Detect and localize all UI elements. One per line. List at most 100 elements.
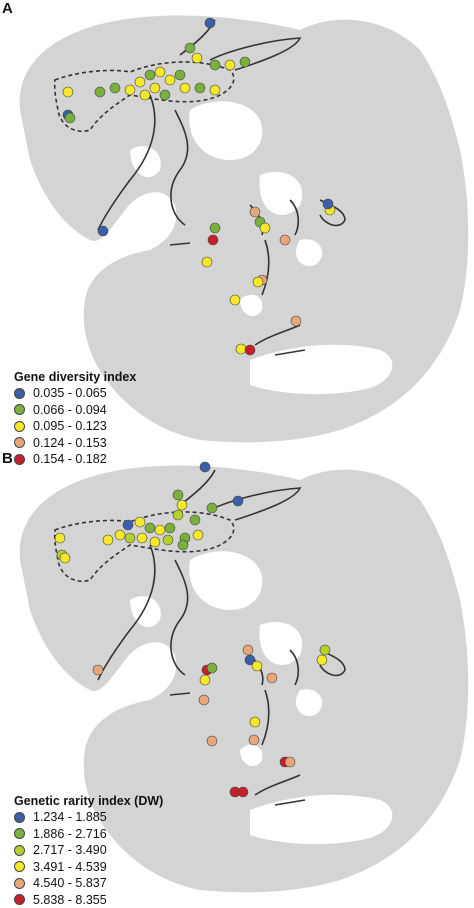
legend-label: 4.540 - 5.837 xyxy=(33,876,107,890)
legend-swatch xyxy=(14,878,25,889)
site-point xyxy=(150,83,160,93)
panel-a: A Gene diversity index 0.035 - 0.065 0.0… xyxy=(0,0,474,450)
legend-label: 1.234 - 1.885 xyxy=(33,810,107,824)
site-point xyxy=(145,523,155,533)
site-point xyxy=(178,540,188,550)
site-point xyxy=(103,535,113,545)
legend-swatch xyxy=(14,404,25,415)
site-point xyxy=(125,533,135,543)
site-point xyxy=(236,344,246,354)
site-point xyxy=(165,75,175,85)
site-point xyxy=(195,83,205,93)
site-point xyxy=(323,199,333,209)
legend-title: Gene diversity index xyxy=(14,370,136,384)
panel-b: B Genetic rarity index (DW) 1.234 - 1.88… xyxy=(0,450,474,900)
site-point xyxy=(135,77,145,87)
legend-label: 0.066 - 0.094 xyxy=(33,403,107,417)
site-point xyxy=(155,67,165,77)
site-point xyxy=(110,83,120,93)
legend-item: 0.124 - 0.153 xyxy=(14,435,136,452)
legend-swatch xyxy=(14,828,25,839)
site-point xyxy=(98,226,108,236)
legend-item: 0.035 - 0.065 xyxy=(14,385,136,402)
site-point xyxy=(210,85,220,95)
site-point xyxy=(55,533,65,543)
site-point xyxy=(135,517,145,527)
site-point xyxy=(208,235,218,245)
site-point xyxy=(115,530,125,540)
legend-swatch xyxy=(14,421,25,432)
legend-item: 0.095 - 0.123 xyxy=(14,418,136,435)
legend-label: 0.124 - 0.153 xyxy=(33,436,107,450)
site-point xyxy=(253,277,263,287)
legend-swatch xyxy=(14,845,25,856)
legend-swatch xyxy=(14,861,25,872)
site-point xyxy=(252,661,262,671)
site-point xyxy=(175,70,185,80)
site-point xyxy=(192,53,202,63)
site-point xyxy=(250,717,260,727)
site-point xyxy=(317,655,327,665)
site-point xyxy=(291,316,301,326)
site-point xyxy=(145,70,155,80)
site-point xyxy=(185,43,195,53)
site-point xyxy=(243,645,253,655)
site-point xyxy=(238,787,248,797)
site-point xyxy=(230,295,240,305)
site-point xyxy=(173,490,183,500)
site-point xyxy=(240,57,250,67)
site-point xyxy=(163,535,173,545)
site-point xyxy=(205,18,215,28)
site-point xyxy=(320,645,330,655)
site-point xyxy=(267,673,277,683)
site-point xyxy=(233,496,243,506)
legend-item: 4.540 - 5.837 xyxy=(14,875,163,892)
legend-swatch xyxy=(14,437,25,448)
legend-swatch xyxy=(14,812,25,823)
site-point xyxy=(210,60,220,70)
site-point xyxy=(95,87,105,97)
site-point xyxy=(125,85,135,95)
legend-label: 1.886 - 2.716 xyxy=(33,827,107,841)
site-point xyxy=(202,257,212,267)
site-point xyxy=(150,537,160,547)
legend-label: 3.491 - 4.539 xyxy=(33,860,107,874)
site-point xyxy=(137,533,147,543)
site-point xyxy=(63,87,73,97)
site-point xyxy=(280,235,290,245)
legend-item: 3.491 - 4.539 xyxy=(14,859,163,876)
site-point xyxy=(173,510,183,520)
legend-label: 0.095 - 0.123 xyxy=(33,419,107,433)
site-point xyxy=(210,223,220,233)
site-point xyxy=(155,525,165,535)
site-point xyxy=(177,500,187,510)
site-point xyxy=(180,83,190,93)
site-point xyxy=(160,90,170,100)
site-point xyxy=(140,90,150,100)
legend-item: 0.066 - 0.094 xyxy=(14,402,136,419)
site-point xyxy=(93,665,103,675)
site-point xyxy=(207,736,217,746)
site-point xyxy=(123,520,133,530)
site-point xyxy=(200,462,210,472)
site-point xyxy=(60,553,70,563)
legend-item: 2.717 - 3.490 xyxy=(14,842,163,859)
site-point xyxy=(65,113,75,123)
legend-label: 0.035 - 0.065 xyxy=(33,386,107,400)
site-point xyxy=(250,207,260,217)
legend: Genetic rarity index (DW) 1.234 - 1.885 … xyxy=(14,794,163,908)
panel-letter: B xyxy=(2,450,13,467)
site-point xyxy=(165,523,175,533)
legend-label: 2.717 - 3.490 xyxy=(33,843,107,857)
panel-letter: A xyxy=(2,0,13,17)
site-point xyxy=(207,503,217,513)
site-point xyxy=(200,675,210,685)
site-point xyxy=(190,515,200,525)
site-point xyxy=(249,735,259,745)
site-point xyxy=(225,60,235,70)
site-point xyxy=(199,695,209,705)
legend-title: Genetic rarity index (DW) xyxy=(14,794,163,808)
site-point xyxy=(260,223,270,233)
legend-item: 1.886 - 2.716 xyxy=(14,826,163,843)
site-point xyxy=(193,530,203,540)
